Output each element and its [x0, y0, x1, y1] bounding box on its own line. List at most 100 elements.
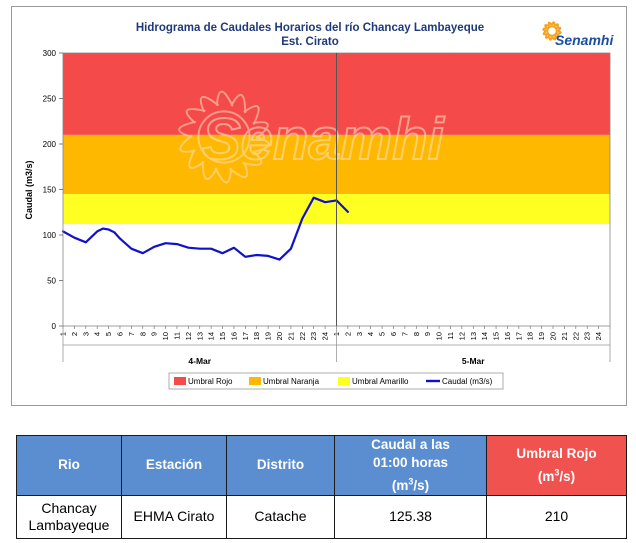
chart-title: Hidrograma de Caudales Horarios del río … [136, 22, 484, 34]
sun-ray [188, 148, 205, 169]
y-tick-label: 300 [43, 49, 57, 58]
x-tick-label: 20 [275, 332, 284, 340]
x-tick-label: 23 [583, 332, 592, 340]
x-tick-label: 15 [218, 332, 227, 340]
x-tick-label: 15 [492, 332, 501, 340]
cell-rio: Chancay Lambayeque [16, 494, 122, 539]
hydrograph-panel: Senamhi Hidrograma de Caudales Horarios … [11, 6, 627, 406]
sun-ray [243, 105, 260, 126]
x-tick-label: 18 [252, 332, 261, 340]
header-caudal-unit: (m3/s) [391, 476, 430, 493]
legend-label: Umbral Rojo [188, 377, 233, 386]
x-tick-label: 23 [309, 332, 318, 340]
sun-ray [230, 94, 247, 114]
x-tick-label: 12 [457, 332, 466, 340]
x-tick-label: 24 [321, 332, 330, 340]
x-tick-label: 14 [480, 332, 489, 340]
x-tick-label: 17 [241, 332, 250, 340]
sun-ray [179, 134, 196, 153]
sun-ray [556, 26, 562, 32]
sun-ray [178, 120, 197, 138]
x-tick-label: 18 [526, 332, 535, 340]
sun-ray [252, 121, 269, 140]
station-summary-table: Rio Estación Distrito Caudal a las 01:00… [16, 435, 627, 539]
x-tick-label: 3 [81, 332, 90, 336]
senamhi-watermark: Senamhi [178, 90, 447, 184]
logo-text: Senamhi [555, 32, 614, 48]
cell-estacion: EHMA Cirato [121, 494, 227, 539]
x-tick-label: 13 [195, 332, 204, 340]
summary-table-wrap: Rio Estación Distrito Caudal a las 01:00… [16, 435, 627, 539]
x-tick-label: 21 [286, 332, 295, 340]
y-tick-label: 200 [43, 140, 57, 149]
sun-ray [251, 136, 270, 154]
x-tick-label: 11 [172, 332, 181, 340]
header-estacion: Estación [121, 435, 227, 496]
x-tick-label: 17 [514, 332, 523, 340]
sun-ray [201, 160, 218, 180]
legend-swatch [249, 377, 261, 385]
x-tick-label: 7 [400, 332, 409, 336]
senamhi-logo: Senamhi [542, 21, 614, 48]
cell-umbral: 210 [486, 494, 627, 539]
x-tick-label: 4 [366, 332, 375, 336]
sun-ray [228, 161, 249, 178]
cell-distrito: Catache [226, 494, 335, 539]
x-tick-label: 11 [446, 332, 455, 340]
x-tick-label: 24 [594, 332, 603, 340]
x-tick-label: 6 [389, 332, 398, 336]
caudal-line [61, 196, 349, 261]
legend-swatch [338, 377, 350, 385]
sun-core [546, 25, 558, 37]
x-tick-label: 7 [127, 332, 136, 336]
x-tick-label: 19 [537, 332, 546, 340]
watermark-text: Senamhi [202, 107, 446, 172]
sun-ray [215, 90, 234, 107]
x-tick-label: 4 [93, 332, 102, 336]
header-caudal-line2: 01:00 horas [372, 455, 449, 470]
sun-ray [214, 167, 233, 184]
legend-swatch [174, 377, 186, 385]
sun-core [197, 110, 251, 164]
header-caudal: Caudal a las 01:00 horas (m3/s) [334, 435, 487, 496]
table-header-row: Rio Estación Distrito Caudal a las 01:00… [16, 435, 627, 496]
x-tick-label: 10 [435, 332, 444, 340]
x-tick-label: 16 [503, 332, 512, 340]
x-tick-label: 19 [264, 332, 273, 340]
x-tick-label: 20 [549, 332, 558, 340]
sun-ray [242, 150, 263, 166]
legend-label: Caudal (m3/s) [442, 377, 493, 386]
chart-legend: Umbral Rojo Umbral Naranja Umbral Amarillo… [168, 372, 504, 390]
sun-ray [199, 96, 220, 113]
x-tick-label: 14 [207, 332, 216, 340]
x-tick-label: 9 [423, 332, 432, 336]
legend-label: Umbral Naranja [263, 377, 320, 386]
day-label: 5-Mar [462, 356, 485, 366]
y-tick-label: 0 [52, 322, 57, 331]
x-tick-label: 2 [70, 332, 79, 336]
x-tick-label: 9 [150, 332, 159, 336]
x-tick-label: 8 [138, 332, 147, 336]
day-label: 4-Mar [188, 356, 211, 366]
x-tick-label: 5 [104, 332, 113, 336]
table-row: Chancay Lambayeque EHMA Cirato Catache 12… [16, 494, 627, 539]
header-umbral-line1: Umbral Rojo [516, 446, 597, 461]
chart-subtitle: Est. Cirato [281, 36, 339, 48]
header-distrito: Distrito [226, 435, 335, 496]
x-tick-label: 6 [115, 332, 124, 336]
x-tick-label: 5 [378, 332, 387, 336]
y-tick-label: 100 [43, 231, 57, 240]
x-tick-label: 16 [229, 332, 238, 340]
y-tick-label: 150 [43, 186, 57, 195]
cell-caudal: 125.38 [334, 494, 487, 539]
header-rio: Rio [16, 435, 122, 496]
x-tick-label: 22 [298, 332, 307, 340]
header-umbral-rojo: Umbral Rojo (m3/s) [486, 435, 627, 496]
x-tick-label: 21 [560, 332, 569, 340]
legend-label: Umbral Amarillo [352, 377, 409, 386]
x-tick-label: 3 [355, 332, 364, 336]
y-tick-label: 50 [47, 277, 56, 286]
sun-ray [185, 108, 206, 124]
hydrograph-chart: Senamhi Hidrograma de Caudales Horarios … [24, 21, 614, 390]
x-tick-label: 13 [469, 332, 478, 340]
